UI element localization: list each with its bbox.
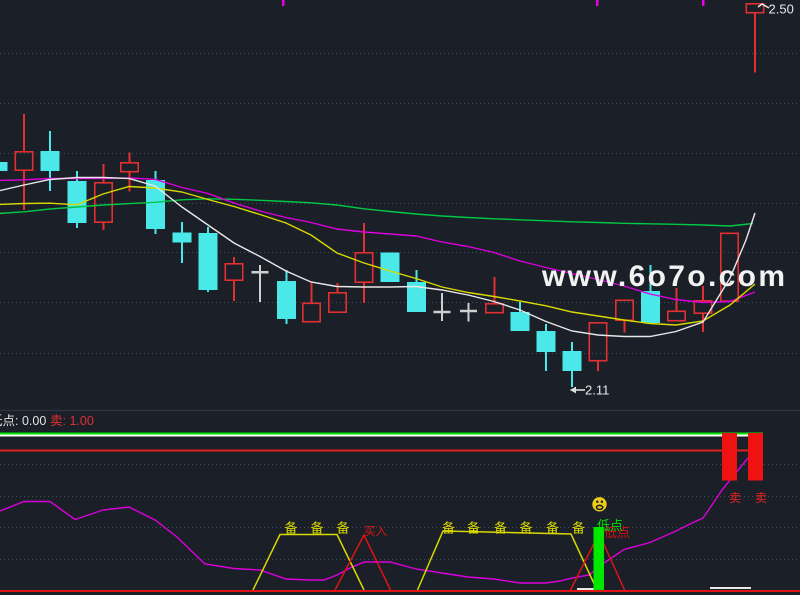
svg-text:备: 备 [442,521,455,536]
svg-text:卖: 卖 [755,491,767,505]
svg-text:备: 备 [519,521,532,536]
svg-text:低点: 低点 [604,525,630,540]
svg-text:备: 备 [467,521,480,536]
svg-text:买入: 买入 [364,525,387,538]
svg-text:低点: 0.00: 低点: 0.00 [0,414,46,428]
svg-text:备: 备 [310,521,323,536]
svg-text:卖: 1.00: 卖: 1.00 [50,414,94,428]
svg-text:备: 备 [572,521,585,536]
svg-text:低点: 低点 [597,518,623,533]
svg-text:备: 备 [336,521,349,536]
svg-text:2.50: 2.50 [769,2,794,17]
svg-text:卖: 卖 [729,491,741,505]
svg-text:备: 备 [494,521,507,536]
svg-text:备: 备 [546,521,559,536]
svg-text:2.11: 2.11 [585,383,609,398]
svg-text:备: 备 [284,521,297,536]
svg-text:www.6o7o.com: www.6o7o.com [541,260,785,293]
